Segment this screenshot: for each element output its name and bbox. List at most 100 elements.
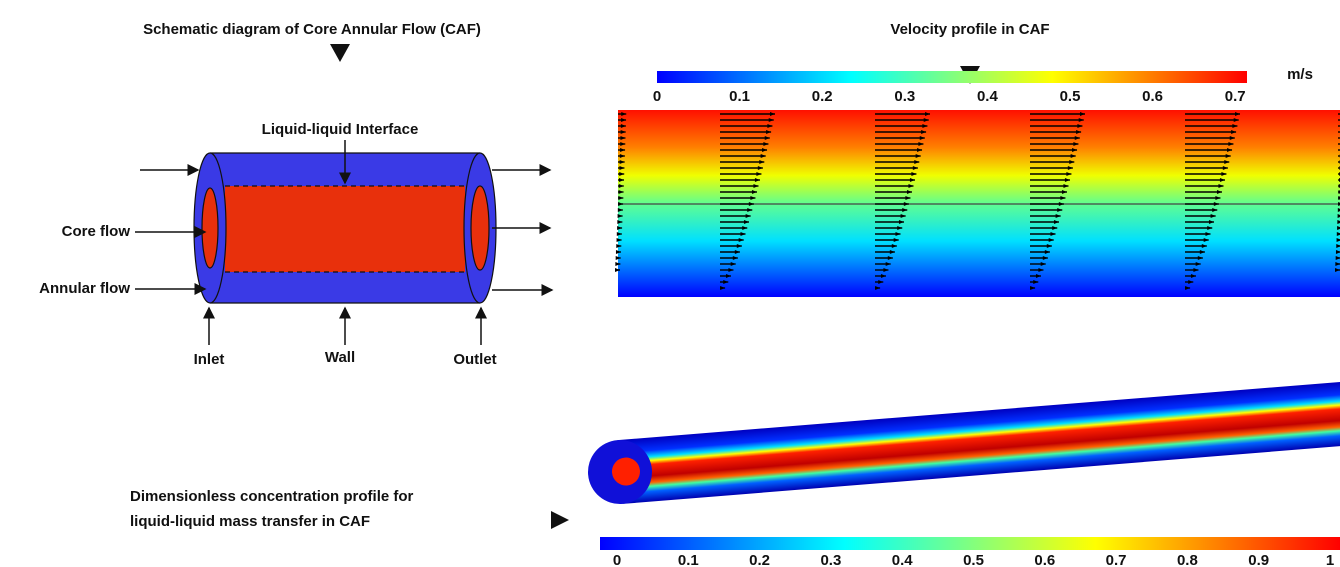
vector-head <box>618 202 624 206</box>
vector-head <box>1228 142 1234 146</box>
vector-head <box>618 196 624 200</box>
colorbar-tick-label: 0.4 <box>892 552 914 567</box>
vector-head <box>620 124 626 128</box>
vector-head <box>1222 166 1228 170</box>
vector-head <box>618 190 624 194</box>
colorbar-tick-label: 0.8 <box>1177 552 1198 567</box>
vector-head <box>1231 130 1237 134</box>
vector-head <box>1337 208 1340 212</box>
vector-head <box>1030 286 1036 290</box>
vector-head <box>902 208 908 212</box>
vector-head <box>617 214 623 218</box>
vector-head <box>760 154 766 158</box>
vector-head <box>620 136 626 140</box>
colorbar-tick-label: 0.1 <box>678 552 699 567</box>
colorbar-tick-label: 0.6 <box>1142 88 1163 105</box>
vector-head <box>1066 172 1072 176</box>
vector-head <box>1335 256 1340 260</box>
vector-head <box>751 190 757 194</box>
vector-head <box>1208 220 1214 224</box>
vector-head <box>621 118 627 122</box>
vector-head <box>736 244 742 248</box>
vector-head <box>617 226 623 230</box>
vector-head <box>615 250 621 254</box>
concentration-title: liquid-liquid mass transfer in CAF <box>130 513 370 530</box>
vector-head <box>1225 154 1231 158</box>
vector-head <box>1337 220 1340 224</box>
vector-head <box>619 160 625 164</box>
vector-head <box>1203 238 1209 242</box>
colorbar-tick-label: 0.2 <box>812 88 833 105</box>
vector-head <box>912 166 918 170</box>
vector-head <box>1070 154 1076 158</box>
vector-head <box>763 142 769 146</box>
vector-head <box>1190 274 1196 278</box>
vector-head <box>1197 256 1203 260</box>
interface-label: Liquid-liquid Interface <box>262 121 419 138</box>
vector-head <box>911 172 917 176</box>
vector-head <box>1336 232 1340 236</box>
vector-head <box>767 124 773 128</box>
vector-head <box>905 196 911 200</box>
schematic-title: Schematic diagram of Core Annular Flow (… <box>143 21 481 38</box>
vector-head <box>893 238 899 242</box>
vector-head <box>620 142 626 146</box>
vector-head <box>1073 142 1079 146</box>
vector-head <box>1046 244 1052 248</box>
vector-head <box>754 178 760 182</box>
vector-head <box>1227 148 1233 152</box>
vector-head <box>621 112 627 116</box>
vector-head <box>917 148 923 152</box>
vector-head <box>616 238 622 242</box>
vector-head <box>918 142 924 146</box>
pointer <box>551 511 569 529</box>
vector-head <box>1050 232 1056 236</box>
vector-head <box>921 130 927 134</box>
vector-head <box>1060 196 1066 200</box>
vector-head <box>616 244 622 248</box>
colorbar-tick-label: 0.1 <box>729 88 750 105</box>
colorbar-tick-label: 0.3 <box>894 88 915 105</box>
vector-head <box>887 256 893 260</box>
vector-head <box>1038 268 1044 272</box>
vector-head <box>1215 196 1221 200</box>
velocity-colorbar <box>657 71 1247 83</box>
annular-label: Annular flow <box>39 280 130 297</box>
colorbar-tick-label: 0.9 <box>1248 552 1269 567</box>
vector-head <box>1199 250 1205 254</box>
vector-head <box>616 232 622 236</box>
vector-head <box>906 190 912 194</box>
unit-label: m/s <box>1287 66 1313 83</box>
vector-head <box>753 184 759 188</box>
vector-head <box>1063 184 1069 188</box>
vector-head <box>620 130 626 134</box>
vector-head <box>742 226 748 230</box>
vector-head <box>1074 136 1080 140</box>
vector-head <box>732 256 738 260</box>
vector-head <box>1213 202 1219 206</box>
vector-head <box>1193 268 1199 272</box>
vector-head <box>922 124 928 128</box>
outlet-label: Outlet <box>453 351 496 368</box>
vector-head <box>1207 226 1213 230</box>
vector-head <box>725 274 731 278</box>
vector-head <box>770 112 775 116</box>
vector-head <box>748 202 754 206</box>
vector-head <box>615 256 621 260</box>
vector-head <box>619 166 625 170</box>
vector-head <box>897 226 903 230</box>
vector-head <box>766 130 772 134</box>
vector-head <box>923 118 929 122</box>
vector-head <box>915 154 921 158</box>
vector-head <box>891 244 897 248</box>
vector-head <box>745 214 751 218</box>
vector-head <box>618 184 624 188</box>
vector-head <box>1040 262 1046 266</box>
vector-head <box>898 220 904 224</box>
vector-head <box>1067 166 1073 170</box>
vector-head <box>1336 244 1340 248</box>
colorbar-tick-label: 0.3 <box>820 552 841 567</box>
vector-head <box>617 220 623 224</box>
colorbar-tick-label: 0 <box>613 552 621 567</box>
